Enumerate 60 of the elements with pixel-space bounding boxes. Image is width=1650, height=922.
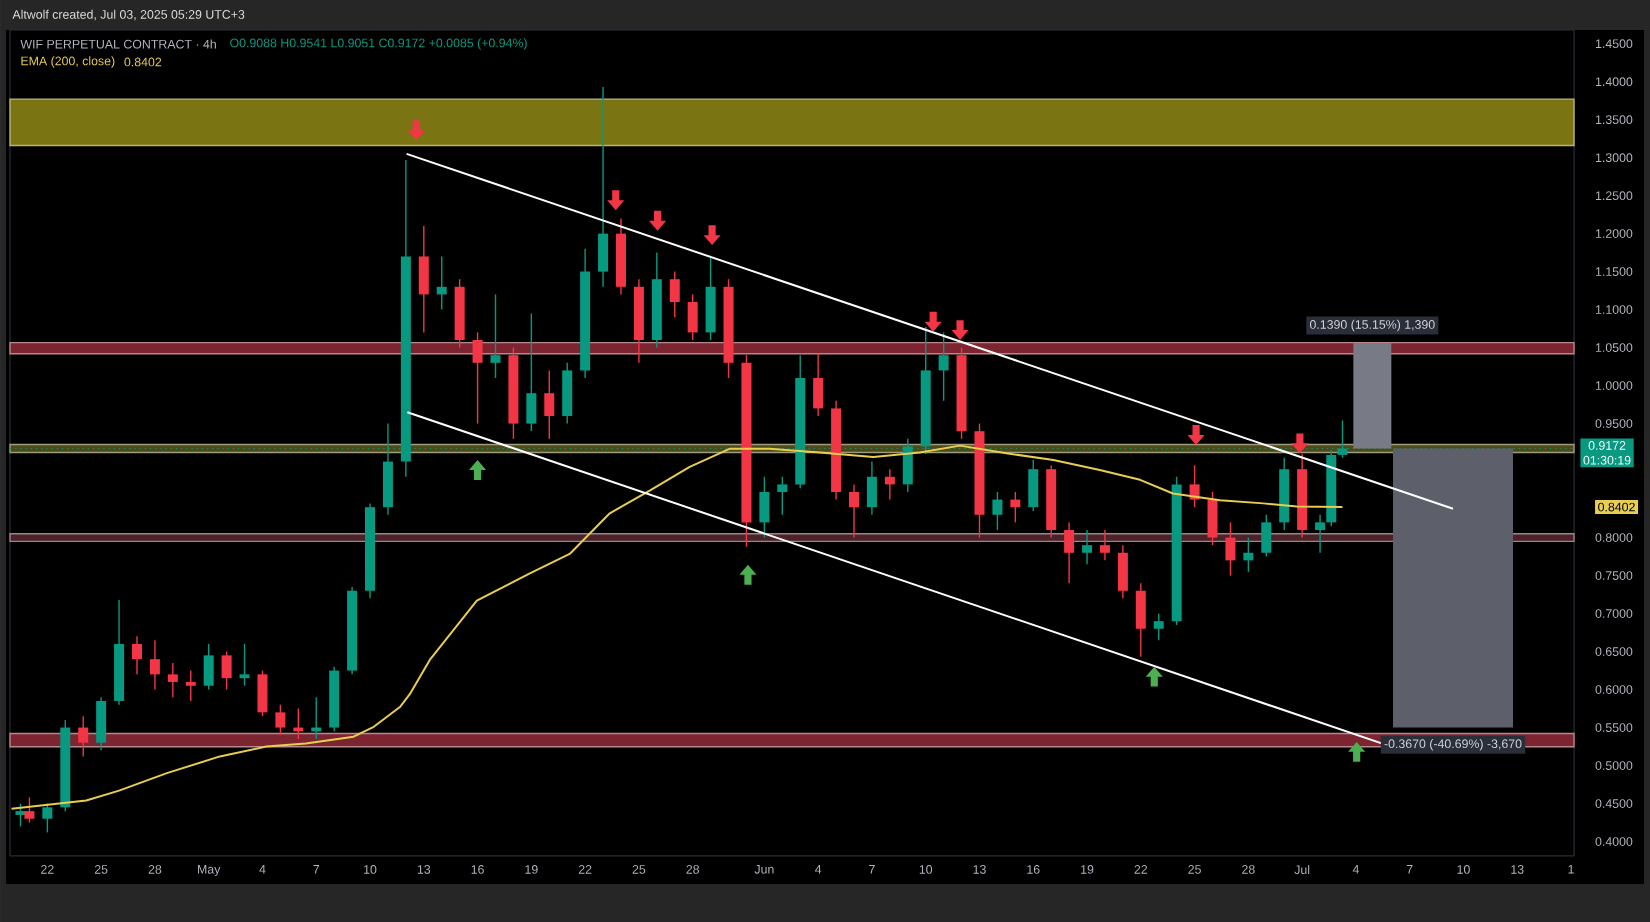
candlestick: [203, 643, 214, 691]
candlestick: [687, 293, 698, 341]
candlestick: [78, 715, 89, 758]
point: [607, 190, 625, 211]
candlestick: [562, 362, 573, 425]
point: [469, 459, 487, 480]
candlestick: [472, 331, 483, 425]
candlestick: [598, 86, 609, 288]
candlestick: [221, 650, 232, 691]
point: [649, 210, 667, 231]
candlestick: [167, 662, 178, 698]
candlestick: [275, 704, 286, 736]
candlestick: [1082, 529, 1093, 565]
candlestick: [436, 255, 447, 311]
candlestick: [526, 312, 537, 432]
point: [1187, 425, 1205, 445]
candlestick: [1153, 612, 1164, 641]
candlestick: [1261, 514, 1272, 558]
candlestick: [149, 639, 160, 691]
line-series: [10, 444, 1344, 810]
candlestick: [669, 270, 680, 318]
candlestick: [759, 476, 770, 539]
candlestick: [1207, 491, 1218, 546]
candlestick: [992, 491, 1003, 531]
candlestick: [938, 331, 949, 402]
candlestick: [1010, 491, 1021, 524]
point: [739, 564, 757, 585]
candlestick: [96, 696, 107, 752]
candlestick: [490, 293, 501, 379]
candlestick: [1315, 514, 1326, 554]
candlestick: [884, 468, 895, 501]
candlestick: [1117, 544, 1128, 600]
candlestick: [777, 476, 788, 516]
candlestick: [1135, 582, 1146, 658]
candlestick: [1064, 521, 1075, 584]
candlestick: [705, 255, 716, 341]
point: [1348, 741, 1366, 762]
candlestick: [15, 802, 26, 828]
candlestick: [24, 796, 35, 824]
candlestick: [185, 669, 196, 702]
point: [924, 311, 942, 332]
point: [407, 120, 425, 141]
candlestick: [813, 352, 824, 417]
candlestick: [1225, 521, 1236, 577]
point: [951, 320, 969, 341]
candlestick: [418, 225, 429, 334]
point: [1291, 433, 1309, 454]
candlestick: [1099, 529, 1110, 562]
point: [1145, 666, 1163, 687]
candlestick: [544, 369, 555, 440]
candlestick: [1189, 464, 1200, 508]
point: [703, 225, 721, 246]
candlestick: [239, 643, 250, 687]
candlestick: [257, 669, 268, 717]
candlestick: [849, 483, 859, 539]
candlestick: [866, 460, 877, 516]
candlestick: [132, 635, 142, 676]
candlestick: [1243, 536, 1254, 573]
candlestick: [1028, 459, 1039, 512]
candlestick: [42, 802, 53, 834]
